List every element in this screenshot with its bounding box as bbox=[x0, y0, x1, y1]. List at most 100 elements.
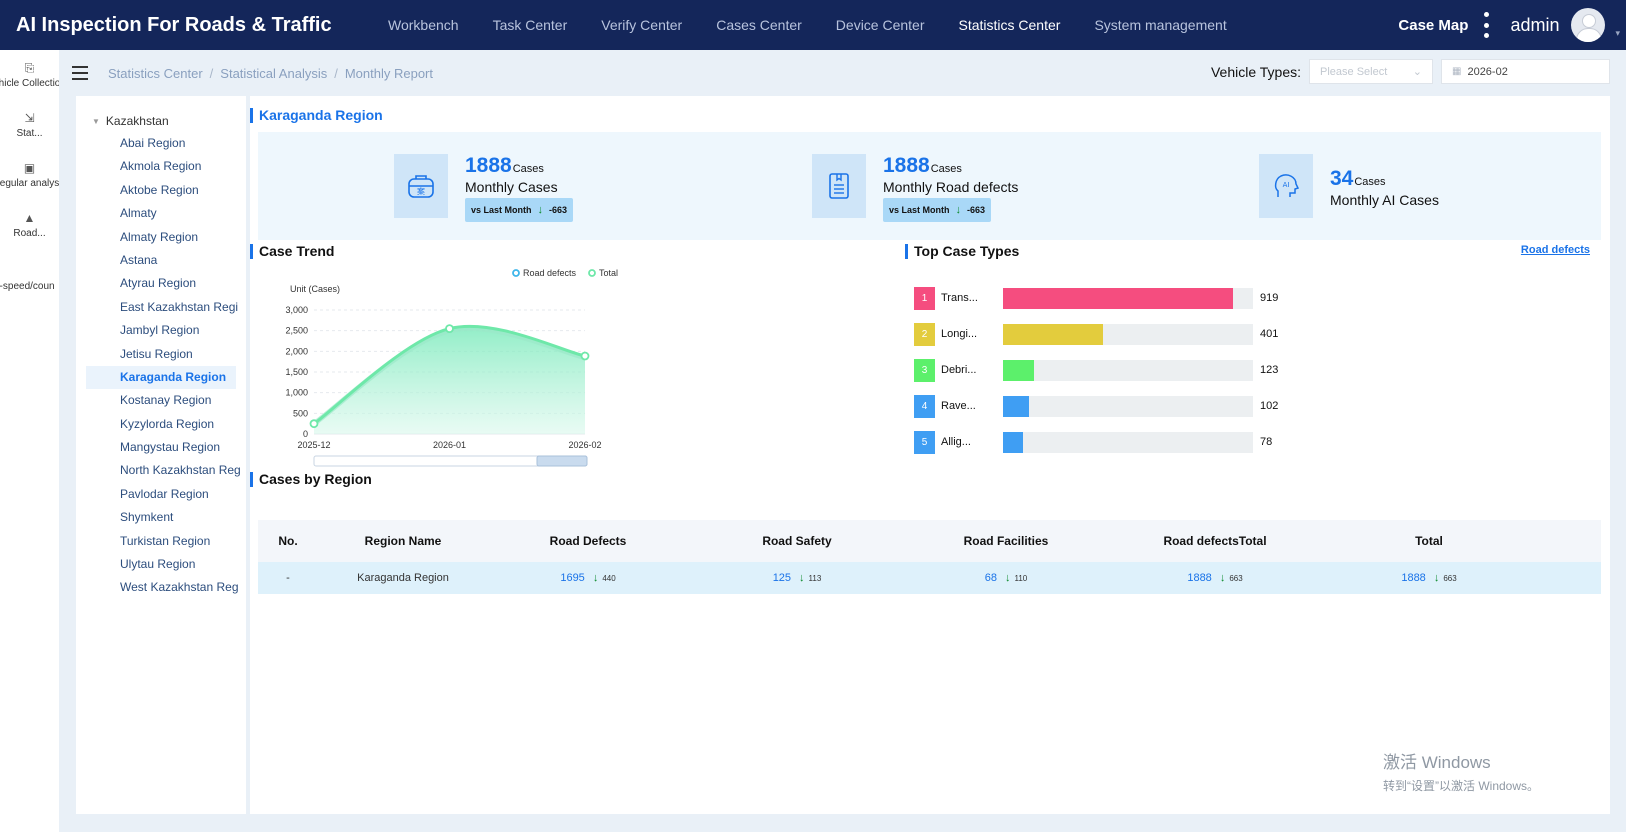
calendar-icon: ▦ bbox=[1452, 66, 1462, 77]
rail-item-statistics[interactable]: ⇲ Stat... bbox=[0, 100, 59, 150]
cell-value[interactable]: 1888 bbox=[1401, 572, 1426, 584]
nav-cases-center[interactable]: Cases Center bbox=[716, 17, 802, 33]
tree-item[interactable]: West Kazakhstan Reg bbox=[120, 580, 239, 595]
tree-root[interactable]: ▼ Kazakhstan bbox=[76, 110, 246, 132]
rail-item-vehicle-collection[interactable]: ⎘ hicle Collectio bbox=[0, 50, 59, 100]
col-road-facilities: Road Facilities bbox=[963, 534, 1049, 548]
cell-value[interactable]: 68 bbox=[984, 572, 997, 584]
breadcrumb-item[interactable]: Statistical Analysis bbox=[220, 65, 328, 81]
tree-item[interactable]: East Kazakhstan Regi bbox=[120, 299, 239, 314]
region-title: Karaganda Region bbox=[250, 108, 383, 123]
top-case-types-title: Top Case Types bbox=[905, 244, 1019, 259]
y-tick-label: 500 bbox=[293, 408, 308, 418]
tree-item[interactable]: Pavlodar Region bbox=[120, 486, 209, 501]
tree-item[interactable]: Karaganda Region bbox=[86, 365, 236, 390]
y-unit-label: Unit (Cases) bbox=[290, 284, 340, 294]
nav-statistics-center[interactable]: Statistics Center bbox=[958, 17, 1061, 33]
case-type-row[interactable]: 3 Debri... 123 bbox=[914, 358, 1278, 382]
case-trend-svg: Unit (Cases) 0 500 1,000 1,500 2,000 2,500 3,00… bbox=[285, 268, 618, 467]
cell-value[interactable]: 125 bbox=[772, 572, 792, 584]
tree-item[interactable]: Atyrau Region bbox=[120, 276, 197, 291]
nav-workbench[interactable]: Workbench bbox=[388, 17, 459, 33]
case-type-name: Debri... bbox=[941, 364, 977, 376]
stat-label: Monthly Cases bbox=[465, 179, 558, 195]
menu-toggle-icon[interactable] bbox=[72, 66, 88, 80]
stats-band: 案 1888 Cases Monthly Cases vs Last Month … bbox=[258, 132, 1601, 240]
cell-road-defects: 1695 ↓ 440 bbox=[488, 572, 688, 584]
tree-item[interactable]: Almaty bbox=[120, 206, 157, 221]
stat-unit: Cases bbox=[1354, 176, 1386, 188]
case-type-row[interactable]: 4 Rave... 102 bbox=[914, 394, 1278, 418]
rail-item-road[interactable]: ▲ Road... bbox=[0, 200, 59, 250]
stat-value: 1888 bbox=[883, 154, 930, 177]
filters: Vehicle Types: Please Select ⌄ ▦ 2026-02 bbox=[1211, 59, 1610, 84]
tree-item[interactable]: Aktobe Region bbox=[120, 182, 199, 197]
rail-item-label: Stat... bbox=[16, 128, 43, 139]
region-tree: ▼ Kazakhstan Abai Region Akmola Region Akt… bbox=[76, 96, 246, 814]
stat-value: 34 bbox=[1330, 167, 1354, 190]
case-type-row[interactable]: 1 Trans... 919 bbox=[914, 286, 1278, 310]
tree-item[interactable]: Kyzylorda Region bbox=[120, 416, 215, 431]
case-type-name: Trans... bbox=[941, 292, 978, 304]
case-bag-icon: 案 bbox=[394, 154, 448, 218]
x-tick-label: 2026-02 bbox=[568, 440, 601, 450]
tree-item[interactable]: Kostanay Region bbox=[120, 393, 212, 408]
cell-delta: 663 bbox=[1229, 574, 1243, 583]
y-tick-label: 2,500 bbox=[285, 326, 308, 336]
nav-system-management[interactable]: System management bbox=[1094, 17, 1227, 33]
cell-value[interactable]: 1888 bbox=[1187, 572, 1212, 584]
arrow-down-icon: ↓ bbox=[537, 204, 544, 216]
arrow-down-icon: ↓ bbox=[799, 572, 805, 584]
tree-item[interactable]: Jambyl Region bbox=[120, 323, 200, 338]
document-icon bbox=[812, 154, 866, 218]
tree-item[interactable]: North Kazakhstan Reg bbox=[120, 463, 241, 478]
user-name[interactable]: admin bbox=[1510, 14, 1560, 35]
month-picker[interactable]: ▦ 2026-02 bbox=[1441, 59, 1610, 84]
nav-verify-center[interactable]: Verify Center bbox=[601, 17, 683, 33]
tree-item[interactable]: Turkistan Region bbox=[120, 533, 211, 548]
tree-item[interactable]: Almaty Region bbox=[120, 229, 199, 244]
bar-fill bbox=[1003, 359, 1034, 381]
arrow-down-icon: ↓ bbox=[1433, 572, 1440, 584]
cell-road-defects-total: 1888 ↓ 663 bbox=[1106, 572, 1324, 584]
main-nav: Workbench Task Center Verify Center Case… bbox=[371, 0, 1244, 50]
nav-task-center[interactable]: Task Center bbox=[492, 17, 568, 33]
vs-value: -663 bbox=[967, 205, 986, 215]
case-type-value: 123 bbox=[1260, 364, 1279, 376]
vs-label: vs Last Month bbox=[471, 205, 532, 215]
case-type-row[interactable]: 2 Longi... 401 bbox=[914, 322, 1278, 346]
tree-item[interactable]: Jetisu Region bbox=[120, 346, 193, 361]
tree-item[interactable]: Akmola Region bbox=[120, 159, 202, 174]
chevron-down-icon[interactable]: ▾ bbox=[1615, 27, 1620, 38]
top-bar: AI Inspection For Roads & Traffic Workbe… bbox=[0, 0, 1626, 50]
tree-item[interactable]: Abai Region bbox=[120, 136, 186, 150]
vehicle-types-select[interactable]: Please Select ⌄ bbox=[1309, 59, 1433, 84]
road-defects-link[interactable]: Road defects bbox=[1520, 244, 1590, 256]
case-type-row[interactable]: 5 Allig... 78 bbox=[914, 430, 1272, 454]
nav-device-center[interactable]: Device Center bbox=[835, 17, 925, 33]
tree-item[interactable]: Mangystau Region bbox=[120, 440, 221, 455]
tree-item[interactable]: Shymkent bbox=[120, 510, 174, 525]
breadcrumb-separator: / bbox=[209, 65, 214, 81]
app-title: AI Inspection For Roads & Traffic bbox=[16, 13, 332, 36]
avatar[interactable] bbox=[1571, 8, 1606, 42]
bar-track bbox=[1003, 431, 1253, 453]
arrow-down-icon: ↓ bbox=[955, 204, 962, 216]
tree-item[interactable]: Ulytau Region bbox=[120, 557, 196, 572]
vs-last-month-badge: vs Last Month ↓ -663 bbox=[465, 198, 574, 222]
tree-item[interactable]: Astana bbox=[120, 252, 158, 267]
case-map-link[interactable]: Case Map bbox=[1398, 16, 1469, 34]
table-row[interactable]: - Karaganda Region 1695 ↓ 440 125 ↓ 113 68 ↓ 1… bbox=[258, 562, 1601, 594]
stat-unit: Cases bbox=[512, 163, 544, 175]
breadcrumb-item[interactable]: Statistics Center bbox=[108, 65, 203, 81]
bar-fill bbox=[1003, 287, 1233, 309]
rank-badge: 4 bbox=[914, 394, 935, 418]
rail-item-speed-count[interactable]: n-speed/coun bbox=[0, 281, 55, 292]
cell-value[interactable]: 1695 bbox=[560, 572, 585, 584]
col-no: No. bbox=[278, 534, 298, 548]
rail-item-regular-analysis[interactable]: ▣ egular analys bbox=[0, 150, 59, 200]
more-options-icon[interactable] bbox=[1478, 10, 1494, 40]
case-type-value: 78 bbox=[1260, 436, 1273, 448]
arrow-down-icon: ↓ bbox=[592, 572, 599, 584]
caret-down-icon[interactable]: ▼ bbox=[92, 116, 100, 126]
